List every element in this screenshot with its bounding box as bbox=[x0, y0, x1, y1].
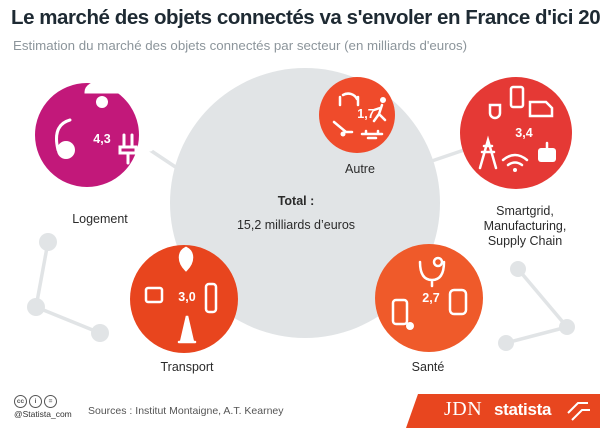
autre-label: Autre bbox=[345, 162, 375, 176]
sante-value: 2,7 bbox=[422, 291, 440, 305]
runner-icon bbox=[380, 97, 386, 103]
security-camera-icon bbox=[84, 80, 120, 94]
attribution-icon: i bbox=[29, 395, 42, 408]
autre-icons bbox=[332, 92, 387, 140]
decorative-dots bbox=[27, 233, 575, 351]
stethoscope-icon bbox=[418, 260, 446, 288]
robot-icon bbox=[538, 148, 556, 162]
jdn-logo: JDN bbox=[444, 398, 483, 420]
statista-logo-mark bbox=[567, 402, 590, 421]
transport-icons bbox=[144, 246, 218, 344]
transport-label: Transport bbox=[160, 360, 214, 374]
vacuum-cleaner-icon bbox=[55, 118, 72, 152]
wifi-icon bbox=[501, 153, 529, 167]
headphones-icon bbox=[341, 92, 359, 101]
pylon-icon bbox=[478, 135, 498, 170]
pill-bottle-icon bbox=[391, 298, 409, 326]
statista-handle[interactable]: @Statista_com bbox=[14, 409, 72, 419]
autre-value: 1,7 bbox=[357, 107, 375, 121]
smartgrid-label: Smartgrid, Manufacturing, Supply Chain bbox=[470, 204, 580, 249]
cc-icon: cc bbox=[14, 395, 27, 408]
transport-value: 3,0 bbox=[178, 290, 196, 304]
traffic-light-icon bbox=[204, 282, 218, 314]
smartgrid-label-line1: Smartgrid, bbox=[496, 204, 554, 218]
lawnmower-icon bbox=[332, 120, 354, 134]
traffic-cone-icon bbox=[177, 315, 197, 344]
smartgrid-label-line3: Supply Chain bbox=[487, 234, 563, 248]
gps-icon bbox=[144, 286, 164, 304]
cup-icon bbox=[488, 103, 502, 120]
sante-label: Santé bbox=[411, 360, 445, 374]
page-title: Le marché des objets connectés va s'envo… bbox=[11, 6, 600, 29]
footer-band bbox=[406, 394, 600, 428]
location-pin-icon bbox=[178, 246, 194, 272]
logement-label: Logement bbox=[72, 212, 128, 226]
sector-circle-logement bbox=[35, 83, 139, 187]
drone-icon bbox=[360, 129, 384, 140]
smartgrid-icons bbox=[478, 85, 556, 172]
smartgrid-value: 3,4 bbox=[515, 126, 533, 140]
total-value: 15,2 milliards d’euros bbox=[236, 218, 356, 232]
smartphone-icon bbox=[509, 85, 525, 109]
statista-logo: statista bbox=[494, 400, 552, 419]
smartwatch-icon bbox=[448, 288, 468, 316]
no-derivatives-icon: = bbox=[44, 395, 57, 408]
sector-circle-transport bbox=[130, 245, 238, 353]
van-icon bbox=[528, 100, 554, 118]
page-subtitle: Estimation du marché des objets connecté… bbox=[13, 38, 468, 53]
sources-text: Sources : Institut Montaigne, A.T. Kearn… bbox=[88, 405, 284, 417]
total-label: Total : bbox=[277, 194, 315, 208]
logement-icons bbox=[55, 80, 154, 165]
sante-icons bbox=[391, 256, 468, 330]
phone-icon bbox=[140, 128, 154, 152]
smartgrid-label-line2: Manufacturing, bbox=[483, 219, 567, 233]
logement-value: 4,3 bbox=[93, 132, 111, 146]
plug-icon bbox=[118, 133, 138, 165]
